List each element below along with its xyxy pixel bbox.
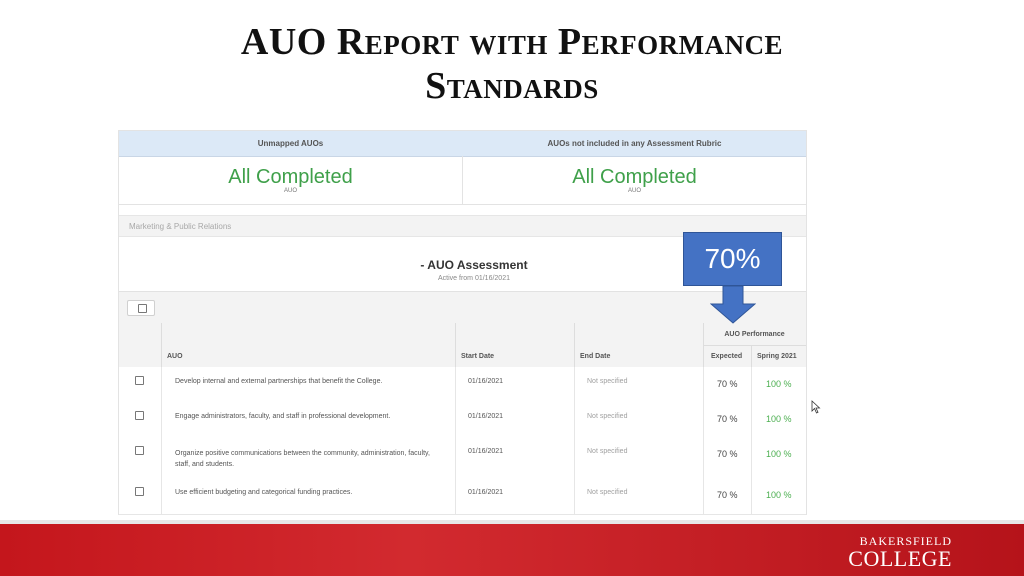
col-divider — [703, 478, 704, 514]
performance-callout: 70% — [683, 232, 782, 286]
assessment-subtitle: Active from 01/16/2021 — [438, 275, 510, 282]
row-checkbox[interactable] — [135, 376, 144, 385]
end-date: Not specified — [587, 489, 628, 496]
col-divider — [161, 402, 162, 437]
unmapped-auos-cell: All Completed AUO — [119, 156, 462, 204]
header-start-date[interactable]: Start Date — [461, 353, 495, 360]
header-auo-performance: AUO Performance — [724, 331, 785, 338]
logo-bakersfield: BAKERSFIELD — [859, 534, 952, 548]
auo-text: Engage administrators, faculty, and staf… — [175, 413, 391, 420]
unmapped-auos-value: All Completed — [228, 166, 353, 188]
expected-value: 70 % — [717, 449, 738, 459]
auo-text: Develop internal and external partnershi… — [175, 378, 383, 385]
start-date: 01/16/2021 — [468, 378, 504, 385]
col-divider — [455, 437, 456, 478]
auo-text: Organize positive communications between… — [175, 450, 430, 468]
header-auo[interactable]: AUO — [167, 353, 183, 360]
not-in-rubric-unit: AUO — [627, 188, 641, 194]
expected-value: 70 % — [717, 490, 738, 500]
table-row: Develop internal and external partnershi… — [119, 367, 806, 403]
select-all-checkbox[interactable] — [127, 300, 155, 316]
slide-title-line1: AUO Report with Performance — [240, 21, 784, 63]
header-expected: Expected — [711, 353, 743, 360]
not-in-rubric-value: All Completed — [572, 166, 697, 188]
expected-value: 70 % — [717, 379, 738, 389]
spring-2021-value: 100 % — [766, 414, 792, 424]
slide-title-line2: Standards — [425, 65, 599, 107]
header-end-date[interactable]: End Date — [580, 353, 611, 360]
col-divider — [455, 367, 456, 402]
col-divider — [161, 478, 162, 514]
row-checkbox[interactable] — [135, 446, 144, 455]
summary-divider — [462, 156, 463, 204]
spring-2021-value: 100 % — [766, 379, 792, 389]
col-divider — [703, 437, 704, 478]
col-divider — [574, 323, 575, 367]
row-checkbox[interactable] — [135, 487, 144, 496]
header-spring-2021: Spring 2021 — [757, 353, 797, 360]
col-divider — [703, 367, 704, 402]
summary-body: All Completed AUO All Completed AUO — [119, 156, 806, 205]
auo-text: Use efficient budgeting and categorical … — [175, 489, 353, 496]
end-date: Not specified — [587, 413, 628, 420]
spring-2021-value: 100 % — [766, 490, 792, 500]
mouse-cursor-icon — [811, 400, 821, 414]
col-divider — [703, 402, 704, 437]
col-divider — [574, 367, 575, 402]
row-checkbox[interactable] — [135, 411, 144, 420]
spring-2021-value: 100 % — [766, 449, 792, 459]
col-divider — [574, 437, 575, 478]
unmapped-auos-unit: AUO — [283, 188, 297, 194]
col-divider — [161, 437, 162, 478]
col-divider — [455, 323, 456, 367]
col-divider — [455, 478, 456, 514]
col-divider — [455, 402, 456, 437]
expected-value: 70 % — [717, 414, 738, 424]
checkbox-icon — [138, 304, 147, 313]
col-divider — [751, 437, 752, 478]
performance-divider — [703, 345, 806, 346]
col-divider — [751, 367, 752, 402]
table-row: Engage administrators, faculty, and staf… — [119, 402, 806, 438]
report-screenshot: Unmapped AUOs AUOs not included in any A… — [118, 130, 807, 515]
table-row: Use efficient budgeting and categorical … — [119, 478, 806, 515]
start-date: 01/16/2021 — [468, 413, 504, 420]
section-bar[interactable]: Marketing & Public Relations — [119, 215, 806, 237]
start-date: 01/16/2021 — [468, 448, 504, 455]
not-in-rubric-header: AUOs not included in any Assessment Rubr… — [547, 139, 722, 148]
slide-title: AUO Report with Performance Standards — [0, 20, 1024, 108]
end-date: Not specified — [587, 378, 628, 385]
table-row: Organize positive communications between… — [119, 437, 806, 479]
down-arrow-icon — [710, 286, 756, 324]
footer-bar — [0, 524, 1024, 576]
not-in-rubric-cell: All Completed AUO — [463, 156, 806, 204]
col-divider — [574, 478, 575, 514]
col-divider — [751, 346, 752, 367]
unmapped-auos-header: Unmapped AUOs — [257, 139, 324, 148]
col-divider — [751, 478, 752, 514]
col-divider — [751, 402, 752, 437]
logo-college: COLLEGE — [848, 546, 952, 571]
table-toolbar — [119, 291, 806, 325]
start-date: 01/16/2021 — [468, 489, 504, 496]
end-date: Not specified — [587, 448, 628, 455]
table-header: AUO Start Date End Date AUO Performance … — [119, 323, 806, 368]
col-divider — [161, 367, 162, 402]
col-divider — [161, 323, 162, 367]
assessment-title[interactable]: - AUO Assessment — [420, 258, 528, 272]
col-divider — [574, 402, 575, 437]
summary-header: Unmapped AUOs AUOs not included in any A… — [119, 131, 806, 157]
footer-separator — [0, 520, 1024, 524]
